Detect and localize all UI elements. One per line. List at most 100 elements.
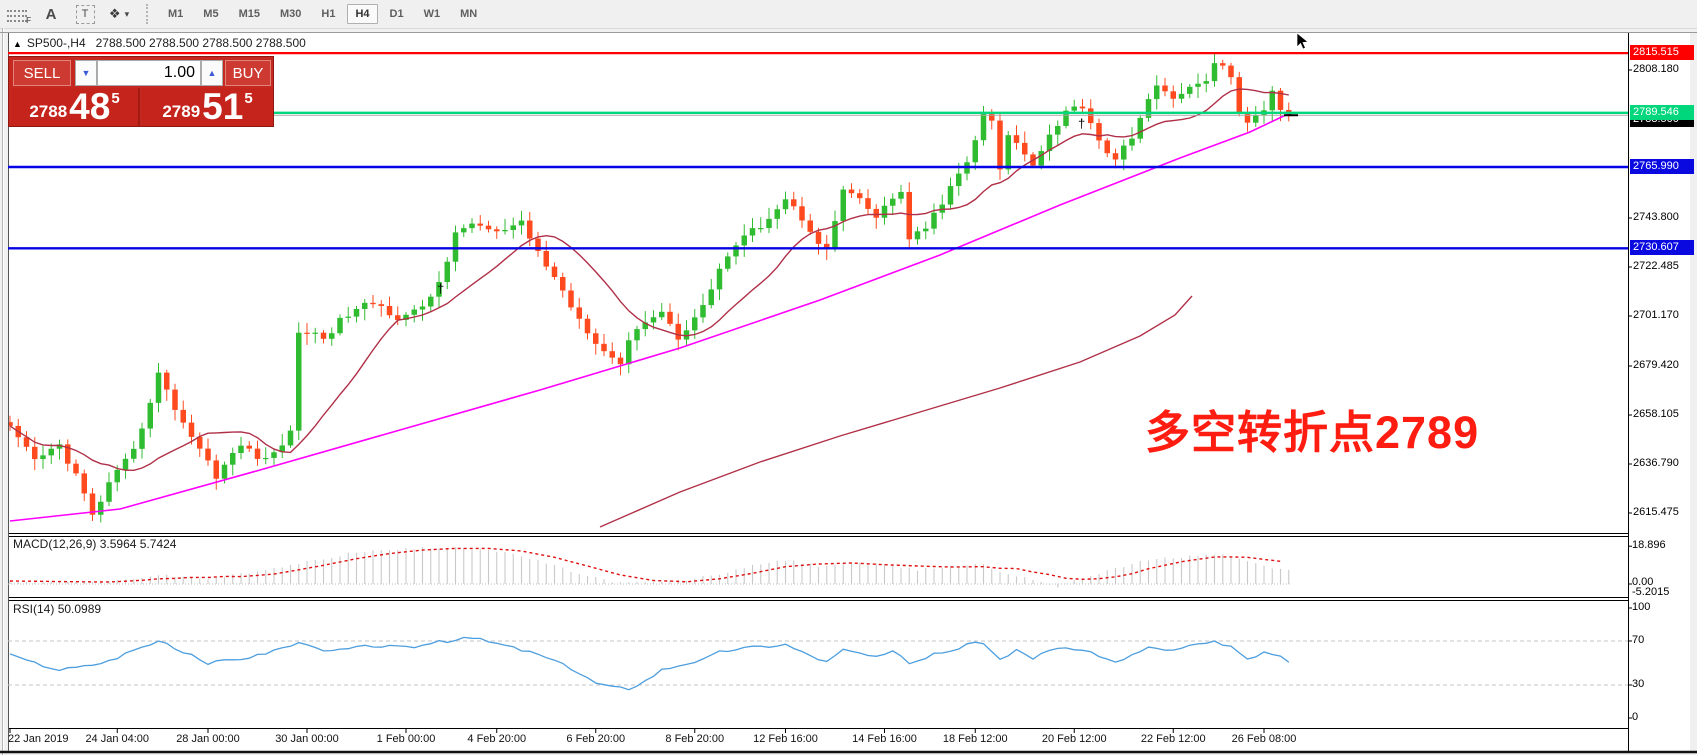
timeframe-m5[interactable]: M5 [203, 8, 219, 20]
candle [246, 445, 252, 449]
fibonacci-icon[interactable]: F [4, 3, 31, 25]
candle [510, 225, 516, 231]
candle [172, 389, 178, 410]
bid-price[interactable]: 2788 48 5 [11, 88, 140, 126]
cross-marker: † [1078, 116, 1086, 131]
sell-button[interactable]: SELL [13, 60, 71, 86]
time-tick-label: 6 Feb 20:00 [566, 733, 626, 745]
candle [1038, 151, 1044, 166]
candle [626, 340, 632, 365]
candle [164, 372, 170, 390]
chevron-down-icon[interactable]: ▾ [124, 8, 130, 19]
candle [989, 114, 995, 121]
candle [1211, 63, 1218, 82]
candle [848, 189, 855, 194]
candle [931, 212, 937, 229]
candle [741, 235, 747, 246]
time-tick-label: 1 Feb 00:00 [376, 733, 436, 745]
time-tick-label: 30 Jan 00:00 [275, 733, 339, 745]
candle [89, 493, 96, 515]
candle [865, 198, 871, 209]
timeframe-h1[interactable]: H1 [321, 8, 336, 20]
candle [584, 318, 591, 334]
collapse-icon[interactable]: ▲ [13, 39, 22, 49]
price-tick-label: 2743.800 [1633, 211, 1679, 223]
candle [197, 436, 203, 449]
timeframe-m30[interactable]: M30 [279, 8, 302, 20]
candle [898, 191, 904, 199]
candle [1228, 65, 1234, 78]
candle [1269, 90, 1275, 111]
buy-button[interactable]: BUY [225, 60, 271, 86]
candle [972, 140, 978, 163]
candle [551, 266, 558, 278]
candle [1055, 125, 1061, 135]
candle [1187, 86, 1193, 94]
ma-long-line [599, 295, 1193, 528]
candle [980, 114, 987, 141]
candle [807, 220, 813, 232]
candle [560, 277, 566, 291]
chart-title: ▲ SP500-,H4 2788.500 2788.500 2788.500 278… [13, 36, 306, 50]
time-tick-label: 14 Feb 16:00 [852, 733, 917, 745]
candle [568, 290, 574, 308]
time-tick-label: 22 Feb 12:00 [1140, 733, 1206, 745]
candle [106, 482, 112, 502]
candle [1104, 140, 1110, 154]
blue-price-label: 2765.990 [1630, 158, 1694, 174]
candle [997, 120, 1003, 170]
candle [98, 501, 104, 515]
timeframe-m1[interactable]: M1 [168, 8, 184, 20]
volume-decrease-button[interactable]: ▼ [75, 60, 97, 86]
rsi-axis-label: 0 [1632, 711, 1639, 723]
timeframe-w1[interactable]: W1 [423, 8, 441, 20]
ask-price[interactable]: 2789 51 5 [142, 88, 273, 126]
blue-price-label: 2730.607 [1630, 240, 1694, 256]
text-tool-icon[interactable]: T [72, 3, 98, 25]
volume-input[interactable]: 1.00 [97, 60, 201, 86]
timeframe-h4[interactable]: H4 [347, 4, 378, 24]
candle [296, 332, 302, 431]
candle [378, 304, 384, 306]
candle [353, 308, 360, 317]
shapes-icon[interactable]: ❖ ▾ [108, 6, 130, 21]
volume-increase-button[interactable]: ▲ [201, 60, 223, 86]
candle [700, 305, 706, 318]
candle [403, 314, 409, 320]
text-annotation[interactable]: 多空转折点2789 [1145, 407, 1480, 458]
candle [659, 311, 665, 318]
candle [774, 209, 780, 219]
rsi-label: RSI(14) 50.0989 [13, 602, 102, 616]
candle [56, 444, 63, 449]
candle [733, 245, 739, 257]
candle [675, 323, 681, 340]
timeframe-mn[interactable]: MN [460, 8, 478, 20]
candle [527, 220, 533, 239]
timeframe-m15[interactable]: M15 [238, 8, 260, 20]
candle [329, 333, 335, 339]
candle [1244, 113, 1251, 123]
toolbar-grip[interactable] [146, 4, 152, 24]
candle [238, 445, 244, 454]
timeframe-d1[interactable]: D1 [389, 8, 404, 20]
candle [1137, 117, 1143, 139]
candle [337, 317, 343, 334]
candle [345, 316, 351, 318]
text-label-icon[interactable]: A [45, 5, 57, 23]
candle [320, 332, 327, 339]
candle [609, 351, 615, 358]
candle [1220, 63, 1226, 66]
candle [502, 230, 508, 232]
time-tick-label: 20 Feb 12:00 [1041, 733, 1107, 745]
candle [477, 223, 483, 226]
candle [122, 458, 129, 470]
candle [1253, 115, 1259, 123]
candle [906, 191, 912, 240]
candle [131, 448, 137, 459]
candle [271, 452, 277, 458]
candle [791, 199, 797, 207]
candle [461, 228, 467, 233]
candle [667, 311, 673, 324]
candle [1277, 90, 1284, 110]
